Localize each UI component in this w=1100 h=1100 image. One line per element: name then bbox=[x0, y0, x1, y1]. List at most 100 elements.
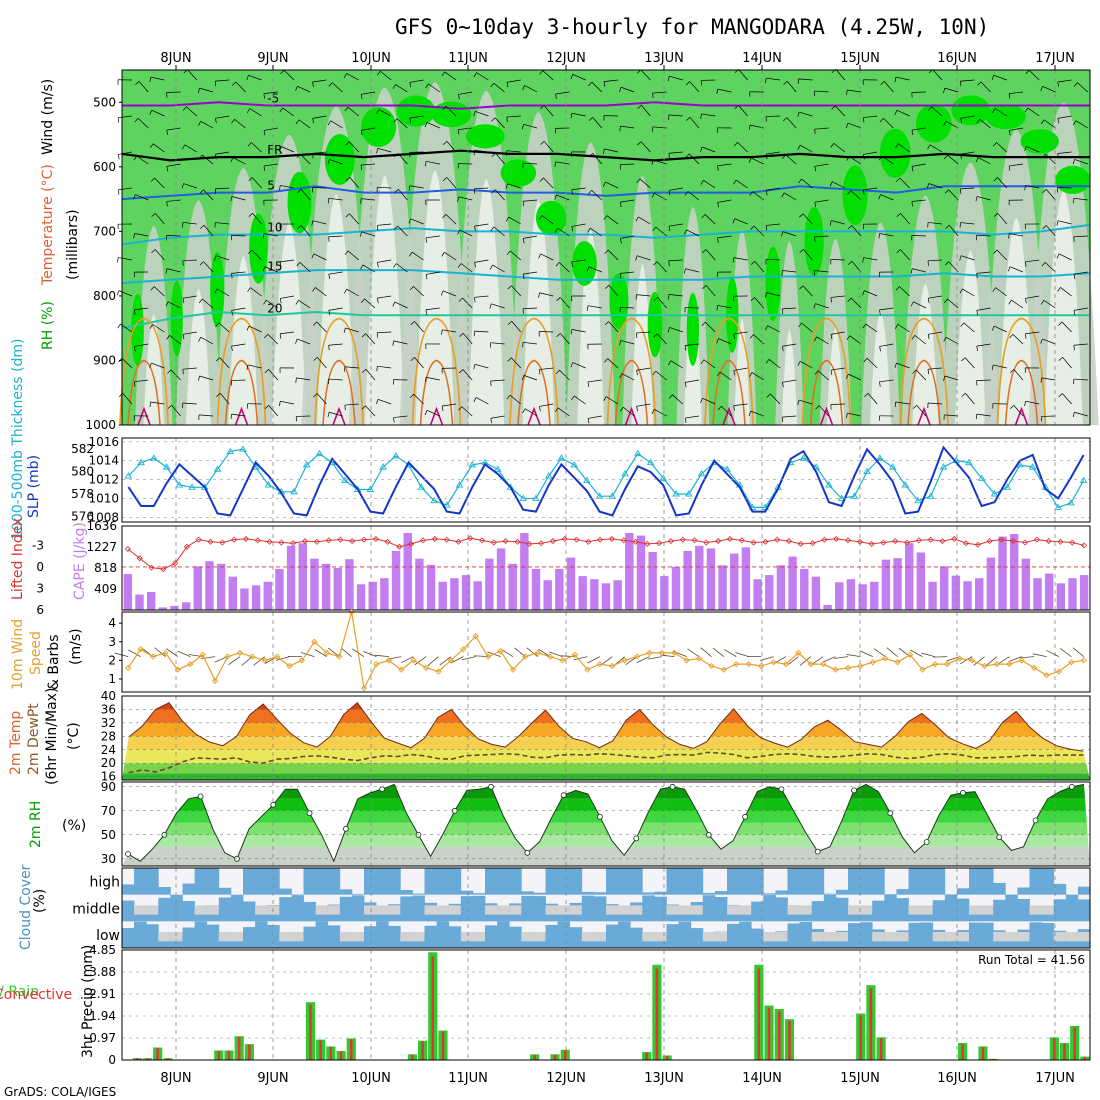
wind-barb bbox=[365, 405, 376, 417]
wind-barb-10m bbox=[374, 654, 389, 658]
cloud-cell bbox=[460, 890, 474, 895]
wind-barb-flag bbox=[653, 333, 658, 338]
wind-speed-point bbox=[435, 668, 442, 675]
wind-barb bbox=[365, 333, 376, 345]
cloud-cell bbox=[1017, 887, 1030, 895]
wind-barb-flag bbox=[668, 394, 673, 399]
cloud-cell bbox=[472, 893, 486, 895]
wind-barb bbox=[928, 259, 943, 262]
rh-unit: (%) bbox=[62, 818, 86, 834]
wind-barb-flag bbox=[473, 364, 476, 370]
wind-barb bbox=[1057, 220, 1072, 225]
cloud-cell bbox=[678, 868, 692, 895]
wind-barb-flag bbox=[394, 153, 399, 158]
lifted-index-point bbox=[514, 538, 521, 545]
wind-barb-flag bbox=[1008, 165, 1011, 171]
wind-barb-flag bbox=[684, 345, 687, 351]
wind-speed-point bbox=[993, 660, 1001, 668]
cloud-cell bbox=[666, 868, 679, 895]
cloud-row-label: high bbox=[89, 875, 120, 891]
wind-barb bbox=[947, 154, 959, 165]
wind-barb bbox=[377, 365, 392, 369]
wind-barb-flag bbox=[133, 381, 136, 387]
wind-barb bbox=[686, 229, 700, 237]
cloud-gap bbox=[291, 932, 304, 942]
wind-barb bbox=[976, 307, 991, 311]
lifted-index-point bbox=[526, 540, 533, 548]
wind-barb-flag bbox=[522, 274, 525, 280]
rh-point bbox=[524, 849, 531, 856]
wind-barb-10m bbox=[1008, 656, 1022, 663]
cape-bar bbox=[858, 584, 867, 610]
dry-column-core bbox=[364, 175, 405, 425]
cape-bar bbox=[671, 566, 681, 610]
wind-barb-flag bbox=[263, 93, 265, 99]
wind-barb-flag bbox=[943, 375, 946, 381]
slp-thickness-panel: 576578580582100810101012101410161000-500… bbox=[10, 339, 1091, 540]
cloud-cell bbox=[884, 894, 897, 895]
wind-barb bbox=[636, 255, 651, 261]
wind-barb bbox=[557, 407, 570, 417]
cloud-cell bbox=[775, 897, 788, 922]
cloud-cell bbox=[993, 899, 1006, 922]
moist-patch bbox=[396, 95, 436, 127]
wind-barb-flag bbox=[116, 290, 120, 296]
cloud-gap bbox=[521, 932, 534, 942]
wind-speed-point bbox=[422, 664, 430, 671]
wind-barb-flag bbox=[1040, 300, 1045, 305]
thickness-point bbox=[621, 469, 629, 477]
wind-barb bbox=[705, 285, 716, 297]
wind-barb-flag bbox=[1056, 253, 1060, 259]
wind-barb-flag bbox=[424, 161, 427, 167]
hot-contour bbox=[819, 406, 834, 426]
lifted-index-point bbox=[242, 535, 250, 542]
cape-bar bbox=[146, 592, 156, 610]
wind-barb-flag bbox=[605, 285, 610, 289]
wind-barb bbox=[964, 357, 975, 369]
wind-barb bbox=[639, 178, 651, 189]
wind-barb bbox=[1025, 185, 1040, 189]
wind-barb bbox=[636, 367, 651, 371]
wind-barb-flag bbox=[750, 225, 755, 230]
wind-barb bbox=[1057, 79, 1072, 83]
temp2m-ylabel: 2m Temp 2m DewPt (6hr Min/Max) (°C) bbox=[8, 688, 82, 785]
precip-conv-bar bbox=[981, 1046, 985, 1060]
temp-band bbox=[122, 702, 1090, 710]
cloud-cell bbox=[1077, 886, 1091, 895]
cloud-cell bbox=[618, 868, 631, 895]
wind-barb bbox=[118, 151, 133, 155]
wind-barb-flag bbox=[182, 369, 184, 375]
wind-barb bbox=[539, 403, 554, 407]
cloud-cell bbox=[1065, 894, 1079, 922]
cloud-cell bbox=[557, 868, 571, 895]
wind-barb bbox=[880, 194, 894, 201]
wind-barb-flag bbox=[700, 398, 703, 403]
cape-bar bbox=[893, 558, 902, 610]
cloud-cell bbox=[497, 921, 510, 948]
cloud-cell bbox=[751, 868, 764, 895]
wind-barb-10m bbox=[799, 656, 812, 666]
lifted-index-point bbox=[561, 535, 568, 542]
contour-label: 20 bbox=[267, 301, 282, 315]
wind-barb bbox=[138, 81, 149, 93]
wind-barb-flag bbox=[686, 117, 691, 121]
wind-barb bbox=[182, 295, 197, 299]
wind-barb bbox=[703, 359, 716, 369]
wind-barb-flag bbox=[895, 286, 900, 291]
wind-barb-flag bbox=[993, 249, 998, 254]
wind-barb bbox=[398, 189, 408, 201]
wind-barb-10m bbox=[600, 656, 613, 666]
contour-label: FR bbox=[267, 143, 282, 157]
wind-barb bbox=[765, 258, 781, 261]
wind-barb-flag bbox=[1008, 130, 1011, 136]
wind-barb-flag bbox=[750, 297, 755, 302]
cloud-cell bbox=[920, 868, 934, 895]
wind-barb bbox=[572, 362, 586, 369]
wind-barb bbox=[154, 249, 165, 261]
wind-barb-flag bbox=[943, 337, 947, 342]
wind-barb-flag bbox=[975, 157, 979, 163]
cloud-cell bbox=[1029, 922, 1042, 948]
cape-bar bbox=[590, 579, 599, 610]
lifted-index-point bbox=[608, 535, 615, 542]
wind-barb bbox=[816, 336, 829, 345]
